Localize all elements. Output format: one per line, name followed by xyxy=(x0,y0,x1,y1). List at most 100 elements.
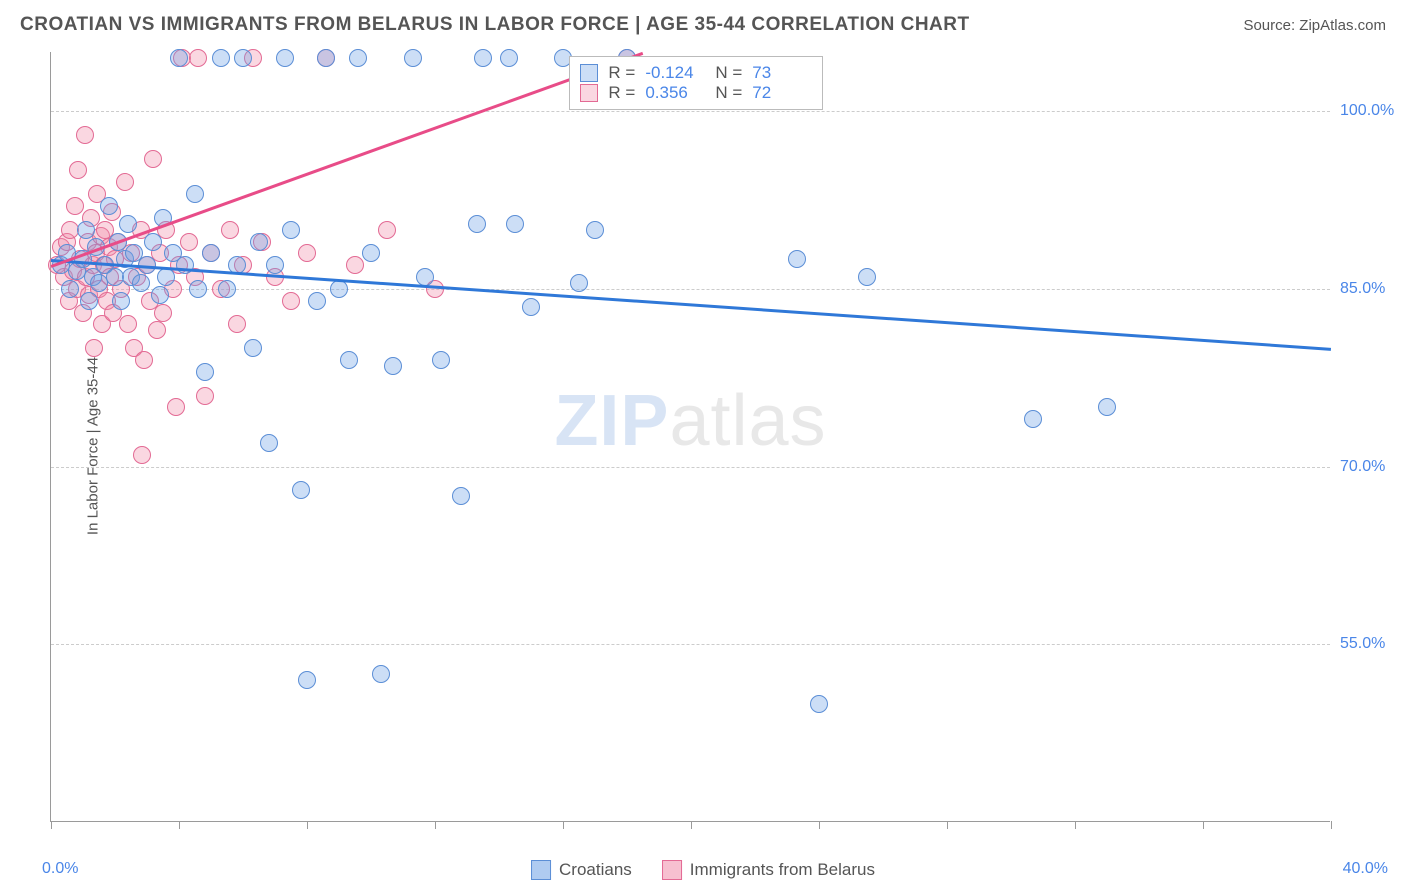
data-point-croatians xyxy=(282,221,300,239)
gridline xyxy=(51,289,1330,290)
data-point-croatians xyxy=(186,185,204,203)
data-point-croatians xyxy=(570,274,588,292)
data-point-belarus xyxy=(378,221,396,239)
data-point-croatians xyxy=(170,49,188,67)
data-point-croatians xyxy=(218,280,236,298)
data-point-belarus xyxy=(189,49,207,67)
x-tick xyxy=(563,821,564,829)
data-point-croatians xyxy=(500,49,518,67)
data-point-croatians xyxy=(452,487,470,505)
data-point-croatians xyxy=(144,233,162,251)
data-point-croatians xyxy=(308,292,326,310)
data-point-croatians xyxy=(1024,410,1042,428)
x-tick xyxy=(51,821,52,829)
data-point-croatians xyxy=(858,268,876,286)
data-point-belarus xyxy=(133,446,151,464)
data-point-croatians xyxy=(292,481,310,499)
legend-item: Immigrants from Belarus xyxy=(662,860,875,880)
data-point-croatians xyxy=(157,268,175,286)
data-point-croatians xyxy=(234,49,252,67)
x-tick xyxy=(307,821,308,829)
y-tick-label: 100.0% xyxy=(1340,102,1402,120)
x-tick xyxy=(1075,821,1076,829)
data-point-croatians xyxy=(132,274,150,292)
data-point-croatians xyxy=(189,280,207,298)
y-tick-label: 55.0% xyxy=(1340,635,1402,653)
data-point-croatians xyxy=(362,244,380,262)
data-point-croatians xyxy=(276,49,294,67)
data-point-croatians xyxy=(196,363,214,381)
title-bar: CROATIAN VS IMMIGRANTS FROM BELARUS IN L… xyxy=(20,14,1386,36)
data-point-belarus xyxy=(298,244,316,262)
stats-swatch-croatians xyxy=(580,64,598,82)
legend-label: Croatians xyxy=(559,860,632,880)
data-point-belarus xyxy=(135,351,153,369)
x-tick xyxy=(435,821,436,829)
data-point-belarus xyxy=(282,292,300,310)
data-point-belarus xyxy=(148,321,166,339)
data-point-croatians xyxy=(416,268,434,286)
data-point-croatians xyxy=(330,280,348,298)
data-point-croatians xyxy=(244,339,262,357)
data-point-croatians xyxy=(432,351,450,369)
data-point-belarus xyxy=(221,221,239,239)
data-point-croatians xyxy=(384,357,402,375)
legend-item: Croatians xyxy=(531,860,632,880)
data-point-croatians xyxy=(340,351,358,369)
data-point-croatians xyxy=(317,49,335,67)
gridline xyxy=(51,111,1330,112)
y-tick-label: 70.0% xyxy=(1340,458,1402,476)
data-point-croatians xyxy=(298,671,316,689)
data-point-croatians xyxy=(474,49,492,67)
x-tick xyxy=(179,821,180,829)
stats-swatch-belarus xyxy=(580,84,598,102)
data-point-belarus xyxy=(69,161,87,179)
data-point-croatians xyxy=(119,215,137,233)
data-point-belarus xyxy=(196,387,214,405)
x-tick xyxy=(691,821,692,829)
data-point-croatians xyxy=(112,292,130,310)
data-point-belarus xyxy=(116,173,134,191)
stats-row-croatians: R =-0.124N =73 xyxy=(580,63,812,83)
data-point-croatians xyxy=(250,233,268,251)
data-point-croatians xyxy=(100,197,118,215)
data-point-croatians xyxy=(349,49,367,67)
correlation-stats-box: R =-0.124N =73R =0.356N =72 xyxy=(569,56,823,110)
trend-line-belarus xyxy=(50,52,643,268)
scatter-plot-area: ZIPatlas 100.0%85.0%70.0%55.0%R =-0.124N… xyxy=(50,52,1330,822)
data-point-croatians xyxy=(404,49,422,67)
gridline xyxy=(51,467,1330,468)
x-tick xyxy=(1331,821,1332,829)
legend-swatch xyxy=(531,860,551,880)
data-point-croatians xyxy=(80,292,98,310)
data-point-croatians xyxy=(202,244,220,262)
watermark: ZIPatlas xyxy=(554,380,826,462)
data-point-croatians xyxy=(260,434,278,452)
source-attribution: Source: ZipAtlas.com xyxy=(1243,17,1386,34)
data-point-croatians xyxy=(61,280,79,298)
data-point-belarus xyxy=(167,398,185,416)
data-point-croatians xyxy=(506,215,524,233)
data-point-belarus xyxy=(85,339,103,357)
data-point-croatians xyxy=(1098,398,1116,416)
legend-swatch xyxy=(662,860,682,880)
data-point-belarus xyxy=(119,315,137,333)
x-tick xyxy=(1203,821,1204,829)
x-axis-min-label: 0.0% xyxy=(42,860,78,878)
y-tick-label: 85.0% xyxy=(1340,280,1402,298)
data-point-croatians xyxy=(586,221,604,239)
data-point-belarus xyxy=(66,197,84,215)
x-axis-max-label: 40.0% xyxy=(1343,860,1388,878)
legend-label: Immigrants from Belarus xyxy=(690,860,875,880)
data-point-belarus xyxy=(144,150,162,168)
data-point-croatians xyxy=(468,215,486,233)
data-point-belarus xyxy=(346,256,364,274)
data-point-belarus xyxy=(228,315,246,333)
gridline xyxy=(51,644,1330,645)
x-tick xyxy=(947,821,948,829)
x-tick xyxy=(819,821,820,829)
data-point-croatians xyxy=(810,695,828,713)
trend-line-croatians xyxy=(51,259,1331,351)
stats-row-belarus: R =0.356N =72 xyxy=(580,83,812,103)
data-point-croatians xyxy=(788,250,806,268)
